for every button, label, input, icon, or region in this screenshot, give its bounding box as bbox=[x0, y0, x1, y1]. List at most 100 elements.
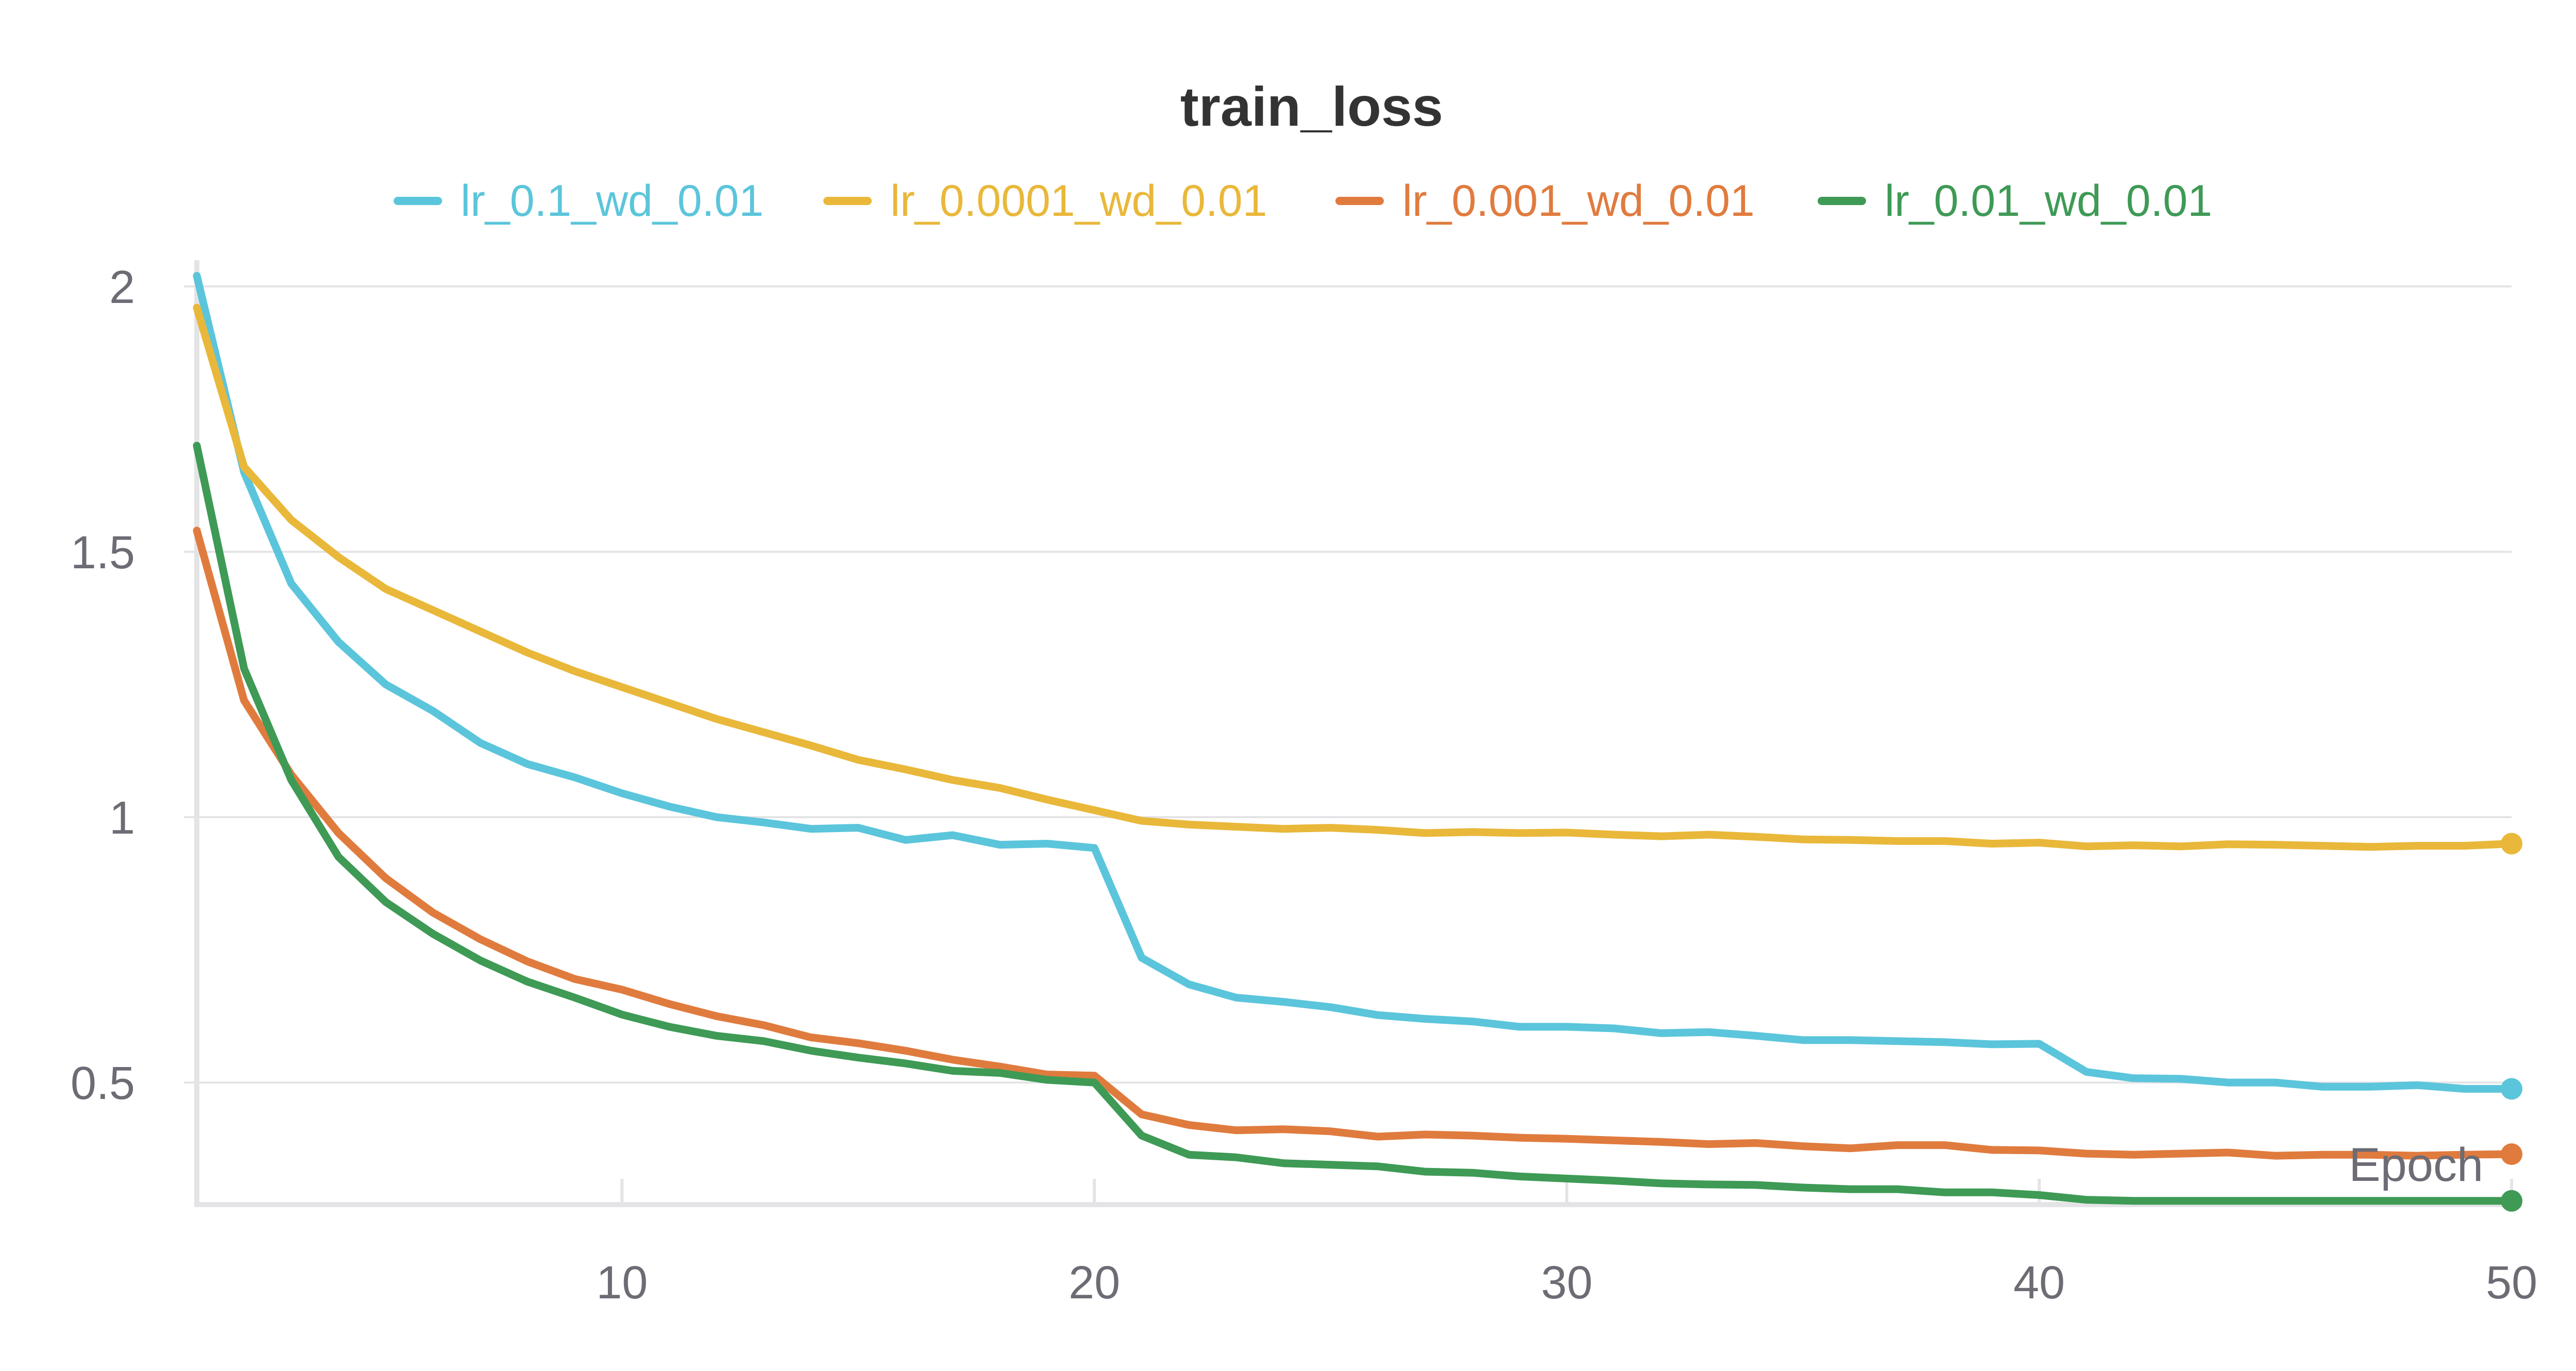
data-point bbox=[619, 1012, 624, 1017]
data-point bbox=[1281, 1127, 1286, 1132]
data-point bbox=[2367, 1198, 2372, 1204]
data-point bbox=[242, 698, 247, 703]
data-point bbox=[1612, 1178, 1617, 1183]
data-point bbox=[997, 1064, 1003, 1069]
data-point bbox=[1328, 1162, 1333, 1167]
legend-label: lr_0.001_wd_0.01 bbox=[1402, 176, 1755, 226]
x-axis-label: Epoch bbox=[2349, 1139, 2483, 1191]
data-point bbox=[1706, 1182, 1711, 1187]
data-point bbox=[572, 995, 578, 1000]
data-point bbox=[2320, 843, 2325, 849]
legend-label: lr_0.1_wd_0.01 bbox=[461, 176, 764, 226]
data-point bbox=[289, 777, 294, 783]
y-tick-label: 1.5 bbox=[71, 527, 135, 579]
chart-legend: lr_0.1_wd_0.01 lr_0.0001_wd_0.01 lr_0.001_… bbox=[394, 176, 2212, 226]
data-point bbox=[2178, 1198, 2183, 1204]
series-end-marker bbox=[2501, 1078, 2522, 1100]
data-point bbox=[808, 743, 814, 748]
data-point bbox=[1422, 831, 1428, 836]
data-point bbox=[525, 979, 530, 984]
data-point bbox=[1092, 1073, 1097, 1078]
data-point bbox=[1045, 797, 1050, 802]
x-tick-label: 30 bbox=[1541, 1257, 1592, 1309]
legend-label: lr_0.01_wd_0.01 bbox=[1885, 176, 2212, 226]
data-point bbox=[336, 554, 341, 560]
data-point bbox=[903, 837, 908, 842]
data-point bbox=[1139, 1112, 1144, 1117]
data-point bbox=[1942, 1143, 1947, 1148]
data-point bbox=[761, 730, 766, 735]
data-point bbox=[1942, 838, 1947, 843]
data-point bbox=[2178, 1076, 2183, 1081]
data-point bbox=[997, 842, 1003, 848]
data-point bbox=[2273, 842, 2278, 848]
data-point bbox=[2037, 1041, 2042, 1046]
data-point bbox=[383, 900, 388, 905]
data-point bbox=[1233, 824, 1239, 830]
chart-title: train_loss bbox=[1180, 75, 1443, 138]
data-point bbox=[2320, 1152, 2325, 1157]
data-point bbox=[242, 666, 247, 671]
data-point bbox=[1517, 1135, 1522, 1140]
data-point bbox=[1092, 845, 1097, 851]
data-point bbox=[1328, 1005, 1333, 1010]
data-point bbox=[619, 791, 624, 796]
data-point bbox=[2131, 1152, 2136, 1157]
data-point bbox=[667, 804, 672, 809]
data-point bbox=[1989, 1147, 1994, 1153]
data-point bbox=[856, 1055, 861, 1060]
data-point bbox=[1564, 1024, 1569, 1029]
data-point bbox=[1895, 1039, 1900, 1044]
series-line-lr_0.01_wd_0.01 bbox=[193, 442, 2516, 1205]
data-point bbox=[1753, 834, 1758, 839]
data-point bbox=[1422, 1132, 1428, 1137]
data-point bbox=[525, 650, 530, 655]
data-point bbox=[667, 1002, 672, 1007]
x-tick-label: 50 bbox=[2486, 1257, 2537, 1309]
data-point bbox=[856, 1041, 861, 1046]
y-tick-label: 1 bbox=[109, 792, 135, 844]
data-point bbox=[1989, 1042, 1994, 1047]
data-point bbox=[619, 685, 624, 690]
data-point bbox=[1848, 1038, 1853, 1043]
data-point bbox=[2273, 1198, 2278, 1204]
x-tick-label: 10 bbox=[596, 1257, 648, 1309]
data-point bbox=[714, 716, 719, 721]
data-point bbox=[1422, 1169, 1428, 1174]
data-point bbox=[2320, 1198, 2325, 1204]
data-point bbox=[572, 775, 578, 780]
data-point bbox=[1375, 1012, 1380, 1018]
legend-label: lr_0.0001_wd_0.01 bbox=[890, 176, 1267, 226]
data-point bbox=[1187, 822, 1192, 827]
data-point bbox=[2084, 1151, 2089, 1156]
data-point bbox=[1517, 1174, 1522, 1179]
data-point bbox=[2462, 843, 2467, 849]
data-point bbox=[2273, 1080, 2278, 1085]
data-point bbox=[1942, 1190, 1947, 1195]
data-point bbox=[1895, 838, 1900, 843]
data-point bbox=[194, 443, 199, 448]
data-point bbox=[1045, 841, 1050, 847]
data-point bbox=[383, 586, 388, 591]
grid-lines bbox=[184, 285, 2512, 1084]
data-point bbox=[761, 1039, 766, 1044]
data-point bbox=[2131, 843, 2136, 848]
data-point bbox=[1045, 1077, 1050, 1082]
series-line-lr_0.1_wd_0.01 bbox=[193, 272, 2516, 1093]
data-point bbox=[1801, 1185, 1806, 1190]
data-point bbox=[1139, 818, 1144, 823]
data-point bbox=[194, 273, 199, 278]
data-point bbox=[336, 854, 341, 859]
data-point bbox=[1848, 837, 1853, 842]
data-point bbox=[1470, 1019, 1475, 1024]
series-line-lr_0.0001_wd_0.01 bbox=[193, 303, 2516, 851]
data-point bbox=[2462, 1086, 2467, 1091]
y-tick-label: 2 bbox=[109, 262, 135, 313]
data-point bbox=[2273, 1153, 2278, 1158]
data-point bbox=[1233, 1128, 1239, 1133]
data-point bbox=[1801, 1038, 1806, 1043]
series-layer bbox=[193, 272, 2522, 1212]
data-point bbox=[525, 959, 530, 964]
data-point bbox=[194, 528, 199, 533]
data-point bbox=[383, 876, 388, 881]
